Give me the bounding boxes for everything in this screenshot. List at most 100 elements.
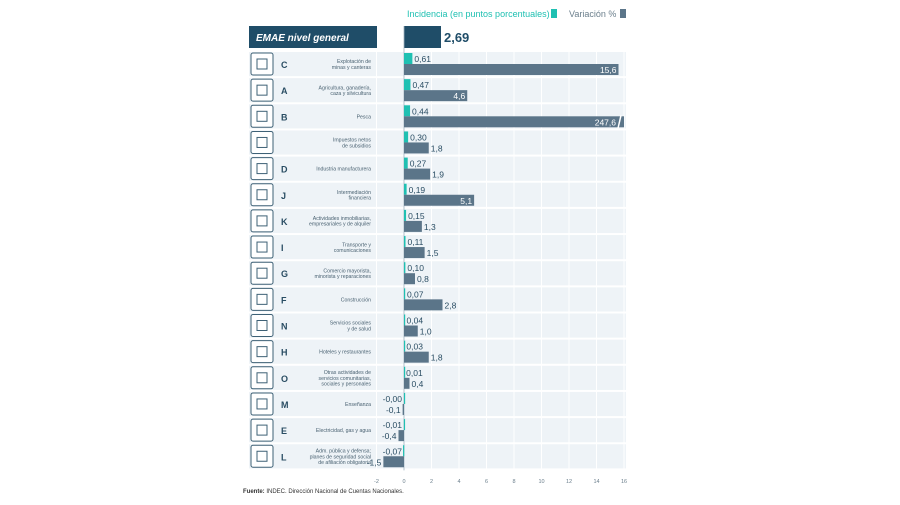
axis-break-mark: [617, 115, 622, 129]
health-cross-icon: [250, 314, 274, 337]
legend-variation-swatch: [620, 9, 626, 18]
x-tick-label: 4: [457, 479, 460, 485]
variation-bar: [404, 273, 415, 285]
variation-value-label: -0,4: [382, 431, 397, 441]
row-background: [249, 156, 626, 181]
category-label: Explotación de: [337, 59, 371, 65]
header-label: EMAE nivel general: [256, 33, 349, 44]
incidence-bar: [404, 262, 406, 274]
education-book-icon-glyph: [256, 398, 268, 410]
sector-code: F: [281, 295, 287, 305]
incidence-value-label: 0,15: [408, 211, 425, 221]
row-background: [249, 339, 626, 364]
variation-value-label: 0,8: [417, 274, 429, 284]
variation-value-label: 2,8: [445, 300, 457, 310]
incidence-bar: [404, 340, 406, 352]
incidence-bar: [403, 392, 406, 404]
incidence-bar: [404, 209, 407, 221]
category-row: D Industria manufacturera 0,27 1,9: [250, 157, 444, 181]
headline-bar: [404, 26, 441, 48]
shopping-cart-icon-glyph: [256, 267, 268, 279]
source-label: Fuente:: [243, 489, 265, 495]
sector-code: E: [281, 426, 287, 436]
incidence-bar: [404, 79, 411, 91]
incidence-bar: [404, 183, 407, 195]
sector-code: B: [281, 112, 288, 122]
category-label: Impuestos netos: [333, 138, 371, 144]
x-tick-label: 10: [538, 479, 544, 485]
variation-bar: [404, 351, 429, 363]
sector-code: L: [281, 452, 287, 462]
row-background: [249, 313, 626, 338]
shopping-cart-icon: [250, 261, 274, 285]
incidence-value-label: -0,00: [383, 394, 403, 404]
incidence-bar: [404, 157, 408, 169]
header-label-box: [249, 26, 377, 48]
category-label: Intermediación: [337, 190, 371, 196]
category-label: financiera: [349, 196, 372, 202]
variation-value-label: -1,5: [367, 457, 382, 467]
x-tick-label: 16: [621, 479, 627, 485]
restaurant-icon: [250, 340, 274, 364]
variation-value-label: -0,1: [386, 405, 401, 415]
category-label: Transporte y: [342, 242, 371, 248]
row-background: [249, 130, 626, 155]
sector-code: J: [281, 191, 286, 201]
incidence-bar: [404, 314, 406, 326]
sector-code: O: [281, 374, 288, 384]
variation-bar: [404, 168, 431, 180]
incidence-bar: [404, 131, 409, 143]
incidence-bar: [404, 53, 413, 64]
sector-code: M: [281, 400, 289, 410]
bank-icon-glyph: [256, 189, 268, 201]
row-background: [249, 391, 626, 417]
category-row: M Enseñanza -0,00-0,1: [250, 392, 406, 416]
category-label: Agricultura, ganadería,: [319, 85, 371, 91]
variation-value-label: 1,3: [424, 222, 436, 232]
category-label: de afiliación obligatoria: [318, 460, 371, 466]
row-background: [249, 418, 626, 443]
variation-value-label: 1,8: [431, 353, 443, 363]
gears-icon: [250, 157, 274, 181]
x-tick-label: 0: [402, 479, 405, 485]
education-book-icon: [250, 392, 274, 416]
variation-bar: [398, 430, 404, 442]
category-label: comunicaciones: [334, 248, 372, 254]
category-label: Construcción: [341, 297, 371, 303]
variation-value-label: 0,4: [412, 379, 424, 389]
category-label: caza y silvicultura: [330, 91, 371, 97]
incidence-value-label: 0,10: [407, 263, 424, 273]
incidence-bar: [404, 288, 406, 300]
bank-icon: [250, 183, 274, 207]
category-row: B Pesca 0,44 247,6: [250, 104, 624, 129]
variation-value-label: 15,6: [600, 65, 617, 75]
agriculture-icon: [250, 78, 274, 102]
category-label: empresariales y de alquiler: [309, 222, 371, 228]
row-background: [249, 261, 626, 286]
incidence-value-label: 0,47: [412, 80, 429, 90]
real-estate-icon: [250, 209, 274, 233]
category-label: sociales y personales: [321, 381, 371, 387]
category-row: A Agricultura, ganadería,caza y silvicult…: [250, 78, 468, 102]
sector-code: A: [281, 86, 288, 96]
variation-bar: [404, 194, 475, 206]
variation-bar: [404, 116, 624, 128]
fish-icon: [250, 104, 274, 128]
incidence-value-label: 0,44: [412, 106, 429, 116]
x-tick-label: 14: [593, 479, 599, 485]
variation-bar: [404, 220, 422, 232]
variation-bar: [402, 403, 404, 415]
variation-bar: [404, 90, 468, 102]
category-label: minorista y reparaciones: [314, 274, 371, 280]
government-icon-glyph: [256, 450, 268, 462]
mining-icon-glyph: [256, 58, 268, 70]
variation-bar: [404, 64, 619, 75]
fish-icon-glyph: [256, 110, 268, 122]
variation-bar: [404, 377, 410, 389]
variation-value-label: 4,6: [453, 91, 465, 101]
category-label: Industria manufacturera: [316, 167, 371, 173]
